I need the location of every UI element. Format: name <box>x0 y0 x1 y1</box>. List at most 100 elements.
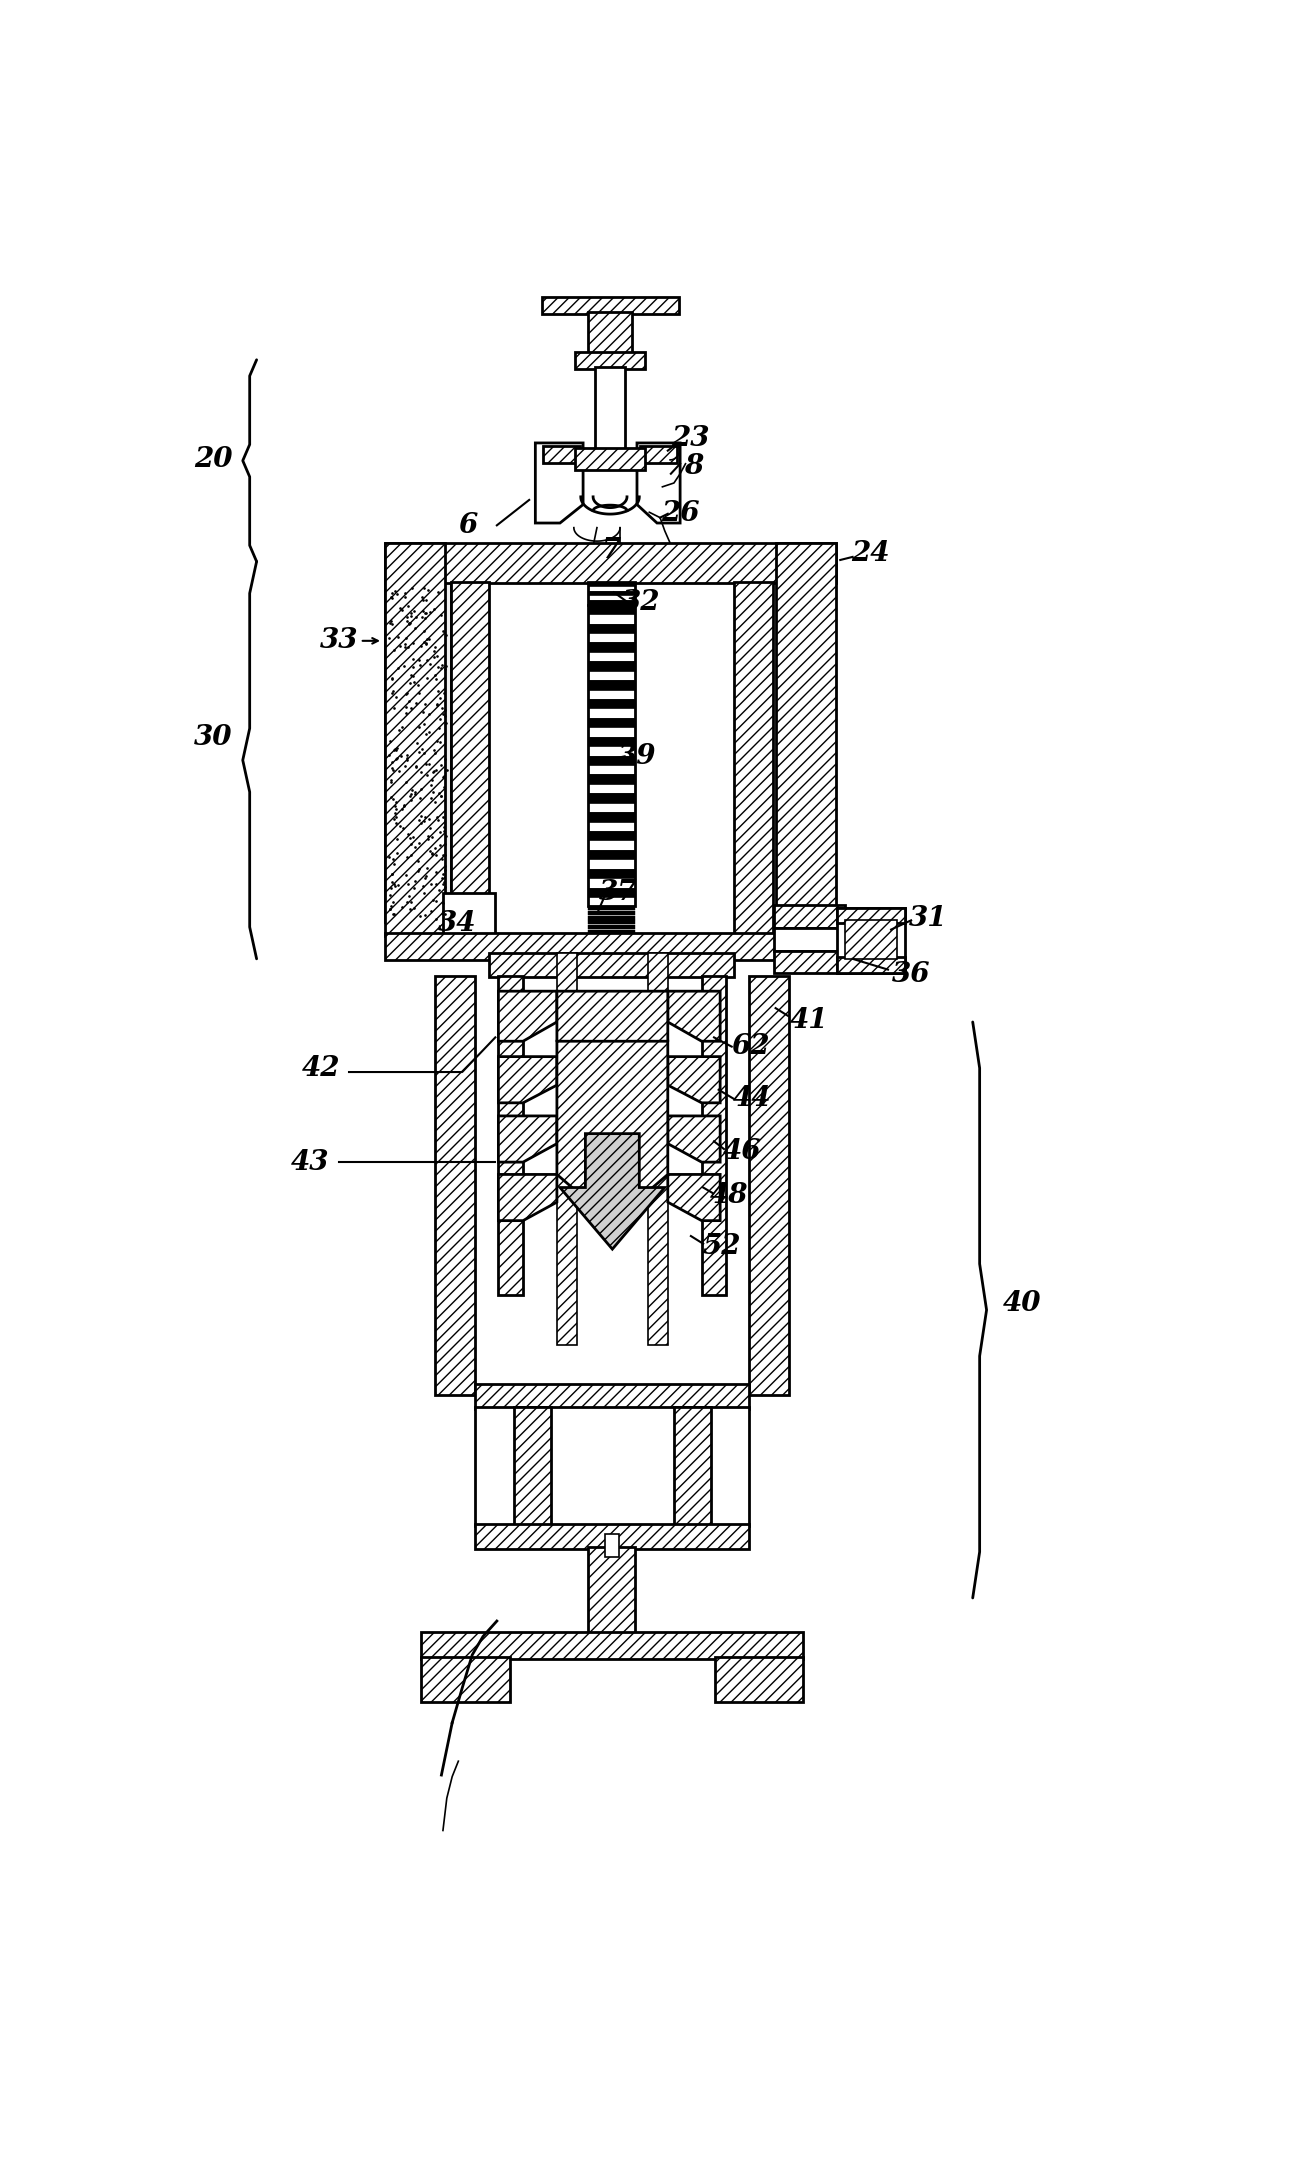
Bar <box>588 591 636 595</box>
Bar <box>604 1534 619 1558</box>
Text: 40: 40 <box>1002 1290 1041 1316</box>
Bar <box>588 582 636 586</box>
Bar <box>845 920 897 959</box>
Bar <box>673 1407 711 1526</box>
Bar <box>715 1658 803 1701</box>
Bar <box>588 586 636 591</box>
Bar <box>588 736 636 747</box>
Bar <box>588 859 636 868</box>
Bar <box>588 651 636 662</box>
Bar <box>514 1407 551 1526</box>
Text: 24: 24 <box>852 541 889 567</box>
Bar <box>702 976 727 1296</box>
Polygon shape <box>498 991 556 1041</box>
Text: 7: 7 <box>601 537 620 565</box>
Bar <box>588 599 636 604</box>
Polygon shape <box>560 1134 664 1249</box>
Text: 23: 23 <box>672 424 710 452</box>
Bar <box>543 446 580 463</box>
Bar <box>476 1385 749 1409</box>
Text: 52: 52 <box>702 1233 741 1259</box>
Bar <box>588 690 636 699</box>
Bar <box>421 1658 510 1701</box>
Bar <box>421 1632 803 1660</box>
Text: 44: 44 <box>733 1086 772 1112</box>
Polygon shape <box>556 991 668 1106</box>
Text: 33: 33 <box>320 628 359 654</box>
Bar <box>588 582 636 604</box>
Bar <box>588 887 636 898</box>
Bar <box>576 448 645 470</box>
Bar <box>556 952 577 1346</box>
Bar <box>588 803 636 812</box>
Bar <box>451 582 489 937</box>
Polygon shape <box>668 1175 720 1220</box>
Bar <box>588 931 636 933</box>
Bar <box>588 595 636 599</box>
Bar <box>588 850 636 859</box>
Bar <box>385 582 451 922</box>
Text: 36: 36 <box>892 961 931 987</box>
Bar <box>837 909 905 972</box>
Bar <box>385 543 836 582</box>
Bar <box>385 933 836 961</box>
Bar <box>647 952 668 1346</box>
Text: 41: 41 <box>789 1006 828 1034</box>
Bar <box>749 976 789 1396</box>
Text: 8: 8 <box>684 452 703 480</box>
Bar <box>588 831 636 840</box>
Bar <box>595 368 625 457</box>
Bar <box>588 907 636 911</box>
Bar <box>588 671 636 679</box>
Bar <box>588 775 636 783</box>
Bar <box>588 623 636 632</box>
Polygon shape <box>536 444 584 524</box>
Bar <box>774 952 845 972</box>
Text: 46: 46 <box>723 1138 760 1164</box>
Bar <box>588 783 636 794</box>
Bar <box>588 747 636 755</box>
Bar <box>436 976 476 1396</box>
Bar <box>734 582 772 937</box>
Text: 48: 48 <box>710 1182 749 1210</box>
Text: 31: 31 <box>909 905 948 931</box>
Text: 43: 43 <box>291 1149 330 1175</box>
Bar <box>588 755 636 766</box>
Polygon shape <box>637 444 680 524</box>
Bar <box>498 976 523 1296</box>
Text: 32: 32 <box>623 589 660 617</box>
Text: 37: 37 <box>599 879 638 907</box>
Bar <box>476 1407 749 1526</box>
Bar <box>443 892 495 937</box>
Text: 20: 20 <box>194 446 233 474</box>
Polygon shape <box>498 1175 556 1220</box>
Bar <box>588 898 636 907</box>
Bar <box>588 604 636 615</box>
Bar <box>588 604 636 907</box>
Bar <box>588 615 636 623</box>
Bar <box>588 718 636 727</box>
Text: 30: 30 <box>194 723 233 751</box>
Bar <box>588 920 636 924</box>
Bar <box>588 924 636 928</box>
Bar <box>489 952 734 978</box>
Bar <box>776 543 836 935</box>
Bar <box>588 662 636 671</box>
Text: 26: 26 <box>660 500 699 528</box>
Bar <box>588 879 636 887</box>
Bar <box>774 905 845 928</box>
Polygon shape <box>668 991 720 1041</box>
Polygon shape <box>498 1117 556 1162</box>
Bar <box>588 727 636 736</box>
Bar <box>588 312 632 355</box>
Bar <box>385 543 446 935</box>
Polygon shape <box>668 1117 720 1162</box>
Bar <box>588 822 636 831</box>
Bar <box>542 296 679 314</box>
Bar <box>588 766 636 775</box>
Text: 6: 6 <box>458 513 477 539</box>
Bar <box>588 868 636 879</box>
Bar <box>576 353 645 370</box>
Polygon shape <box>668 1056 720 1104</box>
Bar <box>588 911 636 915</box>
